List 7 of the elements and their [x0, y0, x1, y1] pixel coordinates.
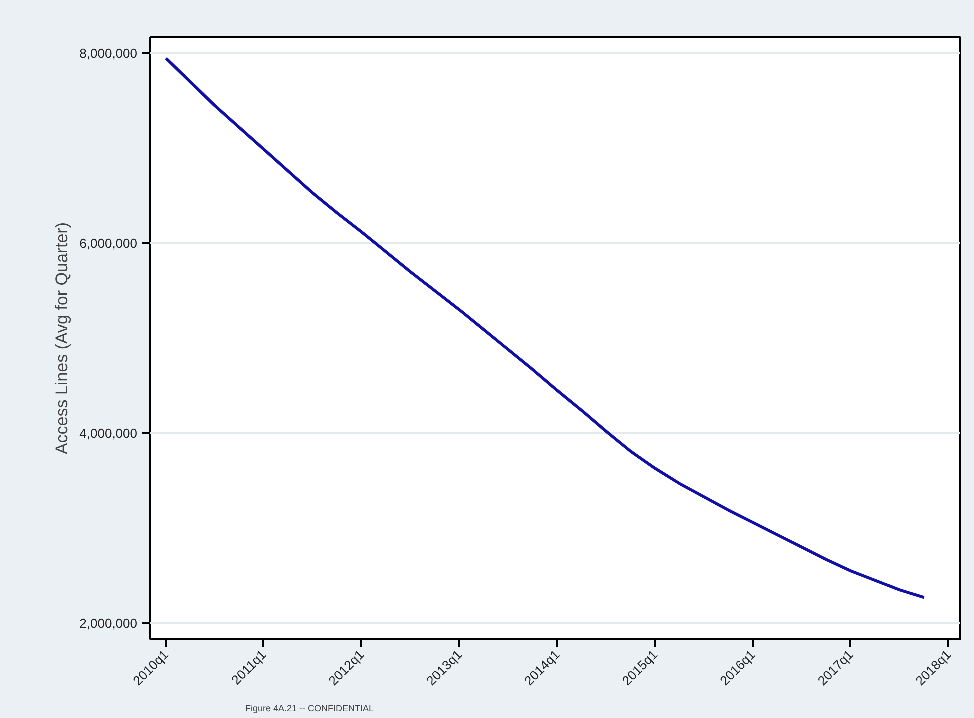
line-series [164, 56, 926, 600]
y-tick-label: 2,000,000 [80, 616, 138, 631]
caption: Figure 4A.21 -- CONFIDENTIAL [246, 704, 374, 714]
y-axis-title: Access Lines (Avg for Quarter) [52, 222, 72, 455]
y-tick-label: 4,000,000 [80, 426, 138, 441]
y-tick-label: 6,000,000 [80, 236, 138, 252]
y-tick-label: 8,000,000 [80, 46, 138, 62]
